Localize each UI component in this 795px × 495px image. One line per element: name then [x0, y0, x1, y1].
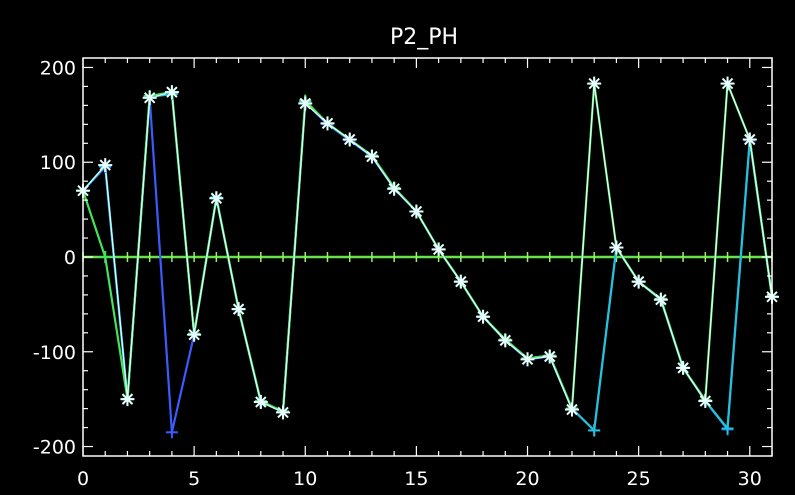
data-point	[231, 302, 246, 317]
data-point	[698, 394, 713, 409]
data-point	[676, 360, 691, 375]
asterisk-stroke	[388, 183, 400, 195]
tick-labels: 0 5 10 15 20 25 30 200 100 0 -100 -200	[33, 57, 762, 490]
chart-title: P2_PH	[390, 25, 458, 50]
asterisk-stroke	[321, 117, 334, 130]
data-point	[476, 309, 491, 324]
asterisk-stroke	[544, 350, 556, 363]
data-point	[120, 392, 135, 407]
asterisk-stroke	[588, 77, 600, 90]
y-tick-label: 0	[64, 247, 76, 269]
data-point	[542, 349, 557, 364]
asterisk-stroke	[744, 133, 756, 146]
x-tick-label: 0	[77, 468, 89, 490]
asterisk-stroke	[566, 403, 578, 416]
data-point	[320, 116, 335, 131]
x-tick-label: 10	[293, 468, 317, 490]
data-point	[498, 333, 513, 348]
data-point	[721, 422, 734, 435]
data-point	[564, 402, 579, 417]
data-point	[631, 274, 646, 289]
asterisk-stroke	[477, 310, 489, 323]
asterisk-stroke	[499, 334, 511, 347]
asterisk-stroke	[366, 150, 378, 163]
asterisk-stroke	[121, 393, 134, 405]
asterisk-stroke	[410, 205, 423, 218]
asterisk-stroke	[632, 275, 645, 288]
asterisk-stroke	[721, 77, 734, 90]
marker-layer	[76, 76, 779, 439]
asterisk-stroke	[143, 92, 156, 104]
asterisk-stroke	[610, 241, 623, 254]
data-point	[209, 191, 224, 206]
data-point	[720, 76, 735, 91]
asterisk-stroke	[277, 406, 289, 419]
asterisk-stroke	[166, 86, 178, 98]
asterisk-stroke	[699, 395, 712, 407]
data-point	[364, 149, 379, 164]
y-tick-label: 100	[40, 152, 76, 174]
asterisk-stroke	[521, 353, 534, 366]
asterisk-stroke	[432, 243, 445, 256]
data-point	[653, 292, 668, 307]
data-point	[276, 405, 291, 420]
x-tick-label: 25	[627, 468, 651, 490]
data-point	[187, 327, 202, 342]
asterisk-stroke	[232, 303, 245, 315]
data-point	[431, 242, 446, 257]
data-point	[520, 352, 535, 367]
x-tick-label: 5	[188, 468, 200, 490]
x-tick-label: 15	[404, 468, 428, 490]
data-point	[98, 158, 113, 173]
data-point	[409, 204, 424, 219]
asterisk-stroke	[455, 275, 467, 288]
data-point	[164, 85, 179, 100]
data-point	[298, 96, 313, 111]
data-point	[587, 76, 602, 91]
asterisk-stroke	[99, 159, 111, 171]
data-point	[142, 90, 157, 105]
data-point	[453, 274, 468, 289]
y-tick-label: -200	[33, 437, 76, 459]
data-point	[253, 394, 268, 409]
data-point	[742, 132, 757, 147]
data-point	[588, 424, 601, 437]
x-tick-label: 30	[738, 468, 762, 490]
asterisk-stroke	[255, 396, 267, 408]
asterisk-stroke	[655, 293, 667, 306]
data-point	[165, 426, 178, 439]
asterisk-stroke	[210, 192, 223, 204]
data-point	[387, 181, 402, 196]
y-tick-label: -100	[33, 342, 76, 364]
asterisk-stroke	[344, 133, 356, 146]
zero-line-layer	[82, 252, 773, 262]
data-point	[342, 132, 357, 147]
y-tick-label: 200	[40, 57, 76, 79]
data-point	[99, 251, 112, 263]
asterisk-stroke	[677, 362, 689, 374]
data-point	[609, 240, 624, 255]
asterisk-stroke	[299, 97, 311, 110]
x-tick-label: 20	[515, 468, 539, 490]
asterisk-stroke	[188, 328, 200, 341]
axes	[82, 57, 773, 457]
